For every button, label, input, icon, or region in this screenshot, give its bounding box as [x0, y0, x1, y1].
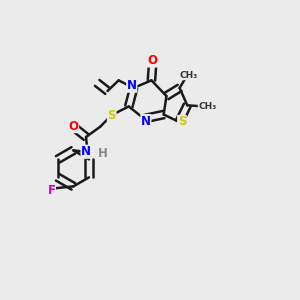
Text: CH₃: CH₃ [198, 102, 217, 111]
Text: CH₃: CH₃ [179, 71, 197, 80]
Text: O: O [69, 120, 79, 133]
Text: O: O [148, 54, 158, 67]
Text: H: H [98, 147, 107, 160]
Text: S: S [107, 109, 116, 122]
Text: S: S [178, 116, 186, 128]
Text: N: N [127, 79, 137, 92]
Text: N: N [141, 115, 151, 128]
Text: F: F [47, 184, 56, 197]
Text: N: N [81, 145, 91, 158]
